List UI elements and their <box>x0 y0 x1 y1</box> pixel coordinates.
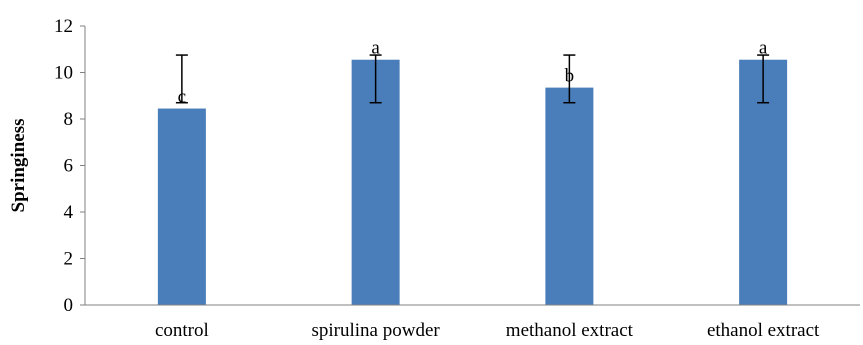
y-tick-label: 0 <box>64 295 74 316</box>
significance-letter: c <box>178 87 186 108</box>
y-tick-label: 8 <box>64 109 74 130</box>
y-tick-label: 6 <box>64 156 74 177</box>
error-bars <box>175 54 770 104</box>
y-tick-label: 2 <box>64 249 74 270</box>
x-category-label: spirulina powder <box>312 320 441 341</box>
y-axis-ticks: 0 2 4 6 8 10 12 <box>54 16 85 316</box>
x-category-label: methanol extract <box>506 320 634 341</box>
bar <box>157 108 206 305</box>
bar <box>545 87 594 305</box>
bars <box>157 59 788 306</box>
y-tick-label: 12 <box>54 16 73 37</box>
x-category-label: control <box>155 320 209 341</box>
significance-letter: a <box>371 38 380 59</box>
y-tick-label: 10 <box>54 63 73 84</box>
significance-letter: a <box>759 38 768 59</box>
y-tick-label: 4 <box>64 202 74 223</box>
significance-letter: b <box>565 66 575 87</box>
significance-labels: c a b a <box>178 38 768 108</box>
x-axis-categories: control spirulina powder methanol extract e… <box>155 320 820 341</box>
y-axis-title: Springiness <box>8 119 29 213</box>
x-category-label: ethanol extract <box>707 320 820 341</box>
